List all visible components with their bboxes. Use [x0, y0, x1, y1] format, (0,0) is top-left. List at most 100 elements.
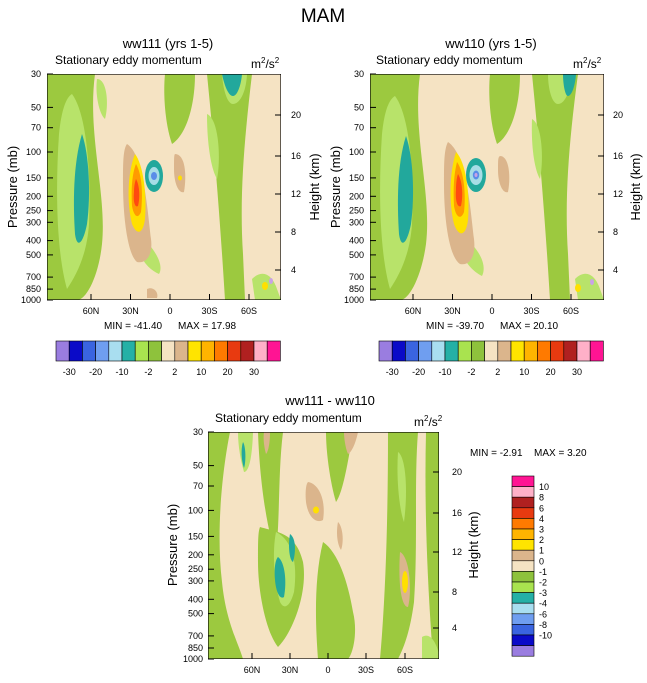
- contour-fill: [262, 282, 268, 290]
- colorbar-swatch: [161, 340, 176, 362]
- colorbar-swatch: [523, 340, 538, 362]
- colorbar-swatch: [484, 340, 499, 362]
- colorbar-label: 4: [539, 514, 544, 524]
- colorbar-swatch: [511, 528, 535, 540]
- contour-fill: [397, 136, 414, 243]
- contour-fill: [489, 74, 520, 144]
- contour-fill: [474, 173, 478, 177]
- colorbar-swatch: [563, 340, 578, 362]
- colorbar-label: -3: [539, 588, 547, 598]
- colorbar-swatch: [511, 624, 535, 636]
- contour-fill: [402, 571, 408, 593]
- contour-fill: [207, 74, 252, 300]
- contour-fill: [575, 284, 581, 292]
- y-tick-label: 1000: [183, 654, 203, 664]
- colorbar: -30 -20 -10 -2 2 10 20 30: [55, 340, 281, 377]
- colorbar-swatch: [148, 340, 162, 362]
- y-tick-label: 30: [193, 427, 203, 437]
- colorbar-swatch: [240, 340, 255, 362]
- y2-tick-label: 20: [613, 110, 623, 120]
- y2-tick-label: 16: [452, 508, 462, 518]
- x-tick-label: 30N: [282, 665, 299, 675]
- contour-fill: [96, 79, 107, 119]
- contour-fill: [274, 557, 286, 598]
- colorbar-label: -10: [539, 631, 552, 641]
- y2-tick-labels: 4 8 12 16 20: [452, 467, 462, 633]
- contour-field: [208, 432, 439, 659]
- y2-tick-label: 8: [291, 227, 296, 237]
- panel-ww110: ww110 (yrs 1-5) Stationary eddy momentum…: [328, 36, 643, 377]
- y-tick-label: 850: [188, 643, 203, 653]
- colorbar-label: 10: [519, 367, 529, 377]
- colorbar-label: 20: [223, 367, 233, 377]
- colorbar-label: -2: [539, 578, 547, 588]
- y-tick-label: 150: [349, 173, 364, 183]
- units-label: m2/s2: [251, 56, 280, 71]
- y-tick-label: 200: [26, 191, 41, 201]
- panel-title: ww111 (yrs 1-5): [122, 36, 214, 51]
- y2-tick-label: 8: [452, 587, 457, 597]
- units-label: m2/s2: [573, 56, 602, 71]
- colorbar-swatch: [95, 340, 110, 362]
- y-tick-label: 30: [354, 69, 364, 79]
- contour-fill: [575, 273, 604, 300]
- contour-fill: [73, 134, 90, 243]
- contour-fill: [207, 114, 219, 179]
- y2-tick-label: 12: [452, 547, 462, 557]
- y-tick-label: 100: [188, 505, 203, 515]
- x-tick-label: 0: [167, 306, 172, 316]
- units-label: m2/s2: [414, 414, 443, 429]
- colorbar-swatch: [187, 340, 202, 362]
- contour-fill: [241, 442, 246, 468]
- x-tick-labels: 60N 30N 0 30S 60S: [405, 306, 579, 316]
- y-tick-label: 400: [349, 236, 364, 246]
- colorbar-label: 20: [546, 367, 556, 377]
- x-tick-labels: 60N 30N 0 30S 60S: [244, 665, 413, 675]
- y2-axis-label: Height (km): [466, 511, 481, 578]
- x-tick-label: 60N: [405, 306, 422, 316]
- colorbar-swatch: [510, 340, 525, 362]
- colorbar-swatch: [511, 507, 535, 519]
- y-tick-label: 150: [188, 531, 203, 541]
- y-tick-label: 700: [26, 272, 41, 282]
- y-tick-label: 50: [31, 102, 41, 112]
- colorbar-swatch: [511, 613, 535, 625]
- colorbar-label: -10: [438, 367, 451, 377]
- colorbar-label: -2: [467, 367, 475, 377]
- contour-fill: [455, 174, 463, 207]
- colorbar-label: 3: [539, 525, 544, 535]
- y-tick-label: 700: [349, 272, 364, 282]
- contour-fill: [174, 154, 186, 193]
- y2-tick-label: 20: [452, 467, 462, 477]
- colorbar-swatch: [431, 340, 446, 362]
- max-label: MAX = 20.10: [500, 321, 559, 332]
- colorbar-label: -10: [115, 367, 128, 377]
- y-tick-marks: [370, 73, 604, 301]
- contour-fill: [531, 119, 542, 179]
- colorbar-swatch: [511, 518, 535, 530]
- y-tick-label: 300: [188, 576, 203, 586]
- colorbar-swatch: [121, 340, 136, 362]
- colorbar-label: -8: [539, 620, 547, 630]
- colorbar-swatch: [576, 340, 591, 362]
- colorbar-swatch: [391, 340, 406, 362]
- x-tick-label: 30N: [122, 306, 139, 316]
- colorbar-swatch: [200, 340, 215, 362]
- colorbar-swatch: [511, 581, 535, 593]
- x-tick-label: 30N: [444, 306, 461, 316]
- y-tick-label: 1000: [21, 295, 41, 305]
- colorbar-swatch: [537, 340, 551, 362]
- contour-fill: [498, 156, 510, 193]
- y-tick-label: 500: [26, 250, 41, 260]
- colorbar-swatch: [511, 571, 535, 583]
- y2-tick-label: 20: [291, 110, 301, 120]
- y-tick-label: 100: [26, 147, 41, 157]
- colorbar-swatch: [511, 560, 535, 572]
- contour-fill: [269, 278, 273, 284]
- x-tick-label: 60S: [397, 665, 413, 675]
- contour-field: [47, 74, 281, 300]
- y-tick-label: 500: [349, 250, 364, 260]
- y2-axis-label: Height (km): [307, 153, 322, 220]
- y2-tick-labels: 4 8 12 16 20: [613, 110, 623, 275]
- colorbar-label: 1: [539, 546, 544, 556]
